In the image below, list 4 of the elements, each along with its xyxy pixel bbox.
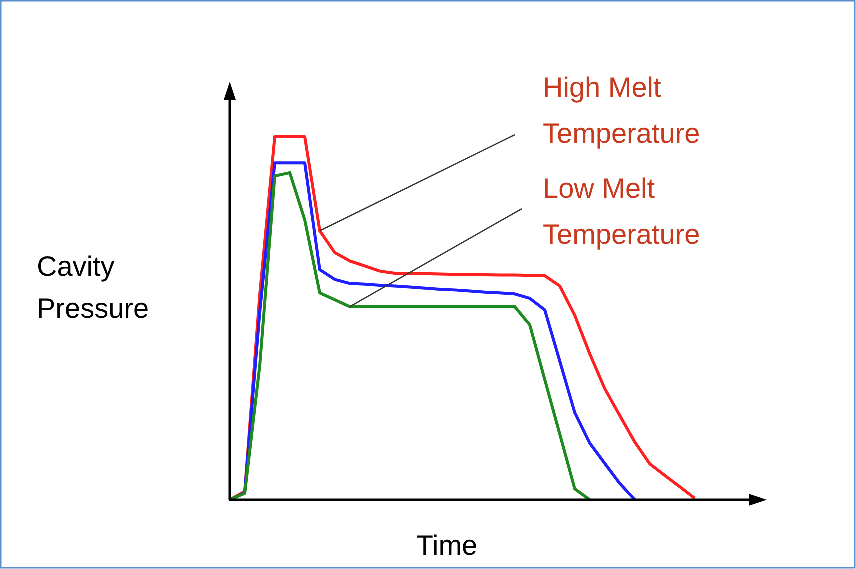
- y-axis-title: Cavity Pressure: [37, 251, 150, 324]
- annotation: Low Melt Temperature: [543, 173, 700, 250]
- x-axis-title: Time: [416, 530, 478, 561]
- annotation: High Melt Temperature: [543, 72, 700, 149]
